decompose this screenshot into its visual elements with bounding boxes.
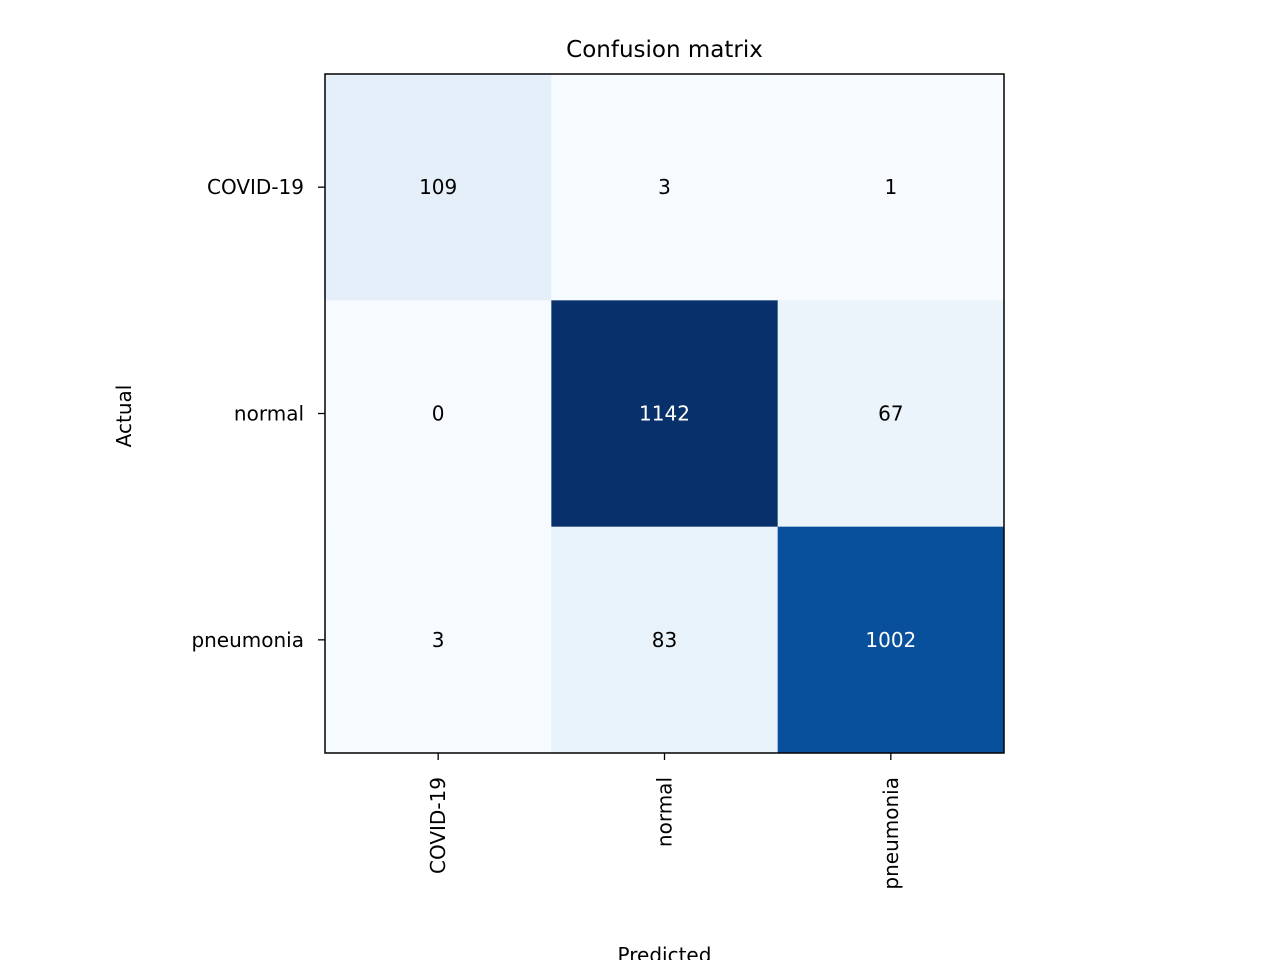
x-tick-label-pneumonia: pneumonia	[879, 777, 903, 890]
heatmap-cell-normal-normal	[551, 300, 779, 528]
heatmap-cell-covid-19-normal	[551, 74, 779, 301]
cell-value-label: 109	[419, 175, 457, 199]
cell-value-label: 3	[658, 175, 671, 199]
heatmap-cells	[325, 74, 1005, 754]
cell-value-label: 83	[652, 628, 677, 652]
heatmap-cell-covid-19-covid-19	[325, 74, 552, 301]
cell-value-label: 3	[432, 628, 445, 652]
y-tick-label-normal: normal	[234, 402, 304, 426]
cell-value-label: 67	[878, 402, 903, 426]
y-tick-label-pneumonia: pneumonia	[191, 628, 304, 652]
cell-value-label: 1	[884, 175, 897, 199]
x-tick-label-normal: normal	[653, 777, 677, 847]
heatmap-cell-normal-covid-19	[325, 300, 552, 528]
y-axis-ticks: COVID-19 normal pneumonia	[191, 175, 325, 652]
x-axis-ticks: COVID-19 normal pneumonia	[426, 753, 903, 890]
heatmap-cell-pneumonia-covid-19	[325, 526, 552, 754]
cell-value-label: 0	[432, 402, 445, 426]
y-axis-label: Actual	[112, 385, 136, 448]
heatmap-cell-labels: 109 3 1 0 1142 67 3 83 1002	[419, 175, 916, 652]
chart-title: Confusion matrix	[566, 37, 763, 63]
x-tick-label-covid-19: COVID-19	[426, 777, 450, 874]
heatmap-cell-covid-19-pneumonia	[777, 74, 1005, 301]
x-axis-label: Predicted	[618, 943, 712, 960]
cell-value-label: 1142	[639, 402, 690, 426]
heatmap-cell-pneumonia-normal	[551, 526, 779, 754]
heatmap-cell-pneumonia-pneumonia	[777, 526, 1005, 754]
cell-value-label: 1002	[865, 628, 916, 652]
heatmap-cell-normal-pneumonia	[777, 300, 1005, 528]
y-tick-label-covid-19: COVID-19	[207, 175, 304, 199]
